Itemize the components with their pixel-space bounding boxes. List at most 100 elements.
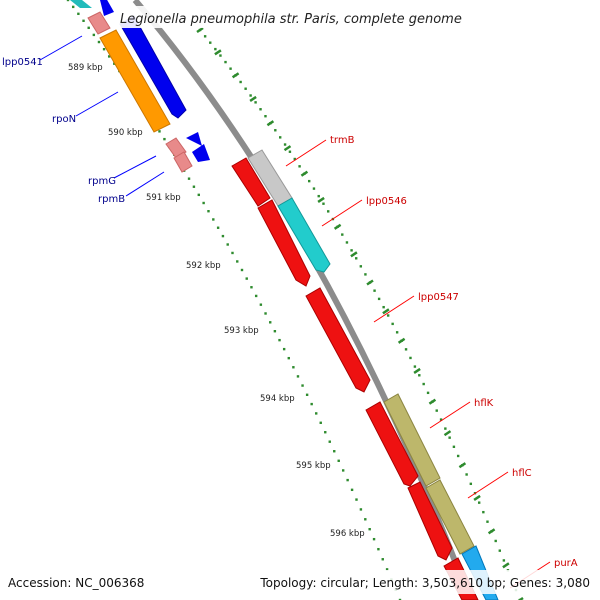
label-pura[interactable]: purA xyxy=(554,558,578,569)
guide-dot xyxy=(240,268,244,272)
feature-arrow-blue-small-2[interactable] xyxy=(192,144,210,162)
label-leader-lines xyxy=(39,35,551,589)
tick-dash xyxy=(231,72,240,79)
guide-dot xyxy=(77,12,80,16)
guide-dot xyxy=(372,537,376,541)
guide-dot xyxy=(422,382,425,386)
label-rpon[interactable]: rpoN xyxy=(52,114,76,125)
guide-dot xyxy=(298,165,301,168)
guide-dot xyxy=(301,384,304,387)
guide-dot xyxy=(448,436,451,439)
tick-dash xyxy=(458,462,467,469)
guide-dot xyxy=(391,322,394,326)
feature-arrow-hflc[interactable] xyxy=(425,479,475,555)
label-lpp0541[interactable]: lpp0541 xyxy=(2,57,43,68)
guide-dot xyxy=(209,41,212,44)
guide-dot xyxy=(283,143,287,146)
tick-dash xyxy=(443,430,452,437)
feature-arrow-lpp0547[interactable] xyxy=(305,287,371,393)
feature-arrow-hflk[interactable] xyxy=(383,393,441,487)
guide-dot xyxy=(382,305,385,309)
guide-dot xyxy=(102,48,106,51)
feature-arrow-red-4[interactable] xyxy=(407,481,453,561)
guide-dot xyxy=(377,297,381,301)
guide-dot xyxy=(345,241,349,244)
feature-arrow-top-blue-head[interactable] xyxy=(100,0,114,16)
guide-dot xyxy=(381,558,384,561)
label-trmb[interactable]: trmB xyxy=(330,135,355,146)
feature-arrow-lpp0546[interactable] xyxy=(277,197,331,273)
guide-dot xyxy=(259,303,263,306)
guide-dot xyxy=(328,440,331,443)
label-hflk[interactable]: hflK xyxy=(474,398,494,409)
guide-dot xyxy=(312,187,316,190)
guide-dot xyxy=(482,510,485,514)
guide-dot xyxy=(364,518,367,521)
feature-arrow-rpon[interactable] xyxy=(99,29,171,133)
guide-dot xyxy=(418,374,421,377)
guide-dot xyxy=(296,375,300,378)
label-hflc[interactable]: hflC xyxy=(512,468,532,479)
tick-dash xyxy=(214,49,222,56)
tick-dash xyxy=(428,398,437,405)
guide-dot xyxy=(395,331,399,334)
guide-dot xyxy=(346,478,349,482)
feature-arrow-blue-small-1[interactable] xyxy=(186,132,202,146)
guide-dot xyxy=(250,286,253,289)
label-lpp0547[interactable]: lpp0547 xyxy=(418,292,459,303)
feature-arrow-red-1[interactable] xyxy=(231,157,271,207)
feature-arrow-rpmg[interactable] xyxy=(165,137,187,159)
guide-dot xyxy=(236,260,239,263)
tick-dash xyxy=(413,367,421,374)
guide-dot xyxy=(231,251,234,255)
scale-tick-label: 595 kbp xyxy=(296,461,331,471)
label-rpmb[interactable]: rpmB xyxy=(98,194,125,205)
guide-dot xyxy=(212,218,215,221)
guide-dot xyxy=(293,157,296,161)
guide-dot xyxy=(469,482,473,486)
feature-arrow-top-partial[interactable] xyxy=(70,0,92,8)
guide-dot xyxy=(214,47,217,51)
guide-dot xyxy=(398,598,402,600)
guide-dot xyxy=(264,312,267,315)
guide-dot xyxy=(97,40,101,44)
feature-arrow-red-2[interactable] xyxy=(257,199,311,287)
feature-arrow-rpmb[interactable] xyxy=(173,151,193,173)
guide-dot xyxy=(269,321,272,324)
leader-rpon xyxy=(75,91,119,117)
title-backdrop xyxy=(116,6,486,28)
tick-dash xyxy=(397,337,406,344)
guide-dot xyxy=(292,366,295,369)
accession-text: Accession: NC_006368 xyxy=(8,576,144,590)
guide-dot xyxy=(288,150,292,153)
feature-arrow-red-3[interactable] xyxy=(365,401,419,487)
scale-tick-label: 593 kbp xyxy=(224,326,259,336)
guide-dot xyxy=(456,454,460,458)
label-lpp0546[interactable]: lpp0546 xyxy=(366,196,407,207)
guide-dot xyxy=(216,226,220,229)
guide-dot xyxy=(502,559,506,562)
guide-dot xyxy=(259,108,262,111)
map-title: Legionella pneumophila str. Paris, compl… xyxy=(120,12,462,27)
guide-dot xyxy=(317,194,320,198)
guide-dot xyxy=(187,177,191,180)
guide-dot xyxy=(229,67,232,70)
tick-marks xyxy=(196,26,524,600)
tick-dash xyxy=(317,196,325,203)
guide-dot xyxy=(368,528,371,531)
guide-dot xyxy=(465,473,468,476)
guide-dot xyxy=(273,330,277,333)
label-rpmg[interactable]: rpmG xyxy=(88,176,116,187)
guide-dot xyxy=(87,26,90,30)
guide-dot xyxy=(254,294,258,298)
feature-arrow-lpp0541[interactable] xyxy=(87,11,111,35)
guide-dot xyxy=(350,249,353,252)
guide-dot xyxy=(324,431,327,434)
guide-dot xyxy=(66,0,70,2)
guide-dot xyxy=(274,129,277,132)
guide-dot xyxy=(305,393,309,396)
guide-dot xyxy=(341,469,345,472)
guide-dot xyxy=(158,130,161,133)
guide-dot xyxy=(224,60,227,64)
